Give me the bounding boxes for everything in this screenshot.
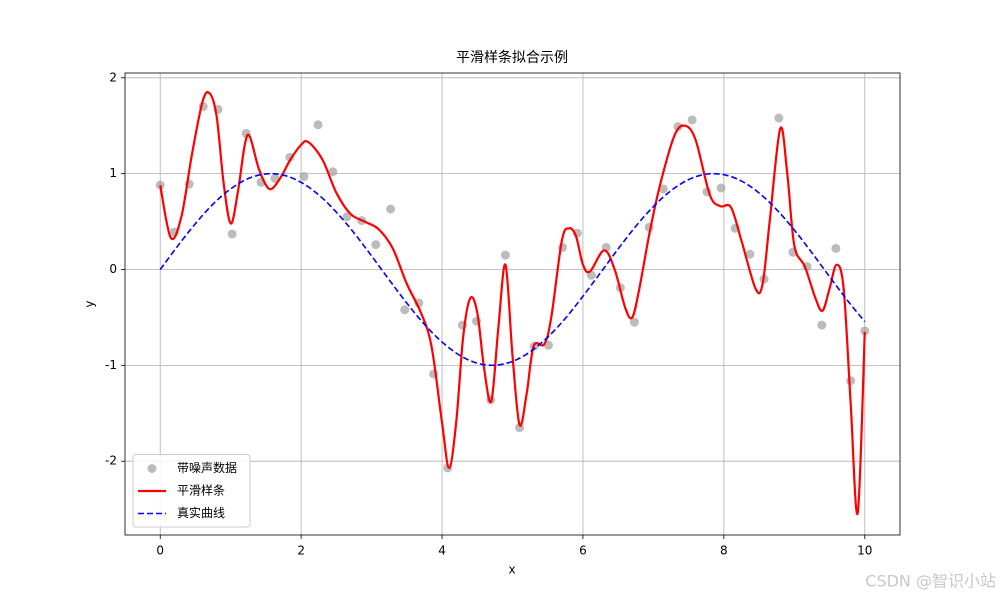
data-point — [774, 113, 784, 123]
plot-frame — [124, 72, 901, 536]
data-point — [860, 326, 870, 336]
y-axis-label: y — [83, 300, 97, 307]
data-point — [400, 305, 410, 315]
data-point — [817, 320, 827, 330]
x-tick-label: 4 — [438, 544, 446, 558]
data-point — [371, 240, 381, 250]
x-axis-label: x — [508, 563, 515, 577]
y-tick-label: -2 — [105, 454, 117, 468]
y-tick-label: 2 — [109, 70, 117, 84]
data-point — [313, 120, 323, 130]
data-point — [227, 229, 237, 239]
data-point — [342, 212, 352, 222]
data-point — [658, 184, 668, 194]
data-point — [745, 249, 755, 259]
legend-label: 带噪声数据 — [177, 460, 237, 475]
data-point — [716, 183, 726, 193]
data-point — [629, 317, 639, 327]
data-point — [500, 250, 510, 260]
x-tick-label: 0 — [156, 544, 164, 558]
data-point — [328, 167, 338, 177]
y-tick-label: -1 — [105, 358, 117, 372]
legend-marker — [147, 464, 157, 473]
y-tick-label: 1 — [109, 166, 117, 180]
watermark: CSDN @智识小站 — [865, 572, 996, 591]
true-curve — [159, 172, 866, 367]
data-point — [687, 115, 697, 125]
smooth-line — [159, 90, 866, 516]
x-tick-label: 10 — [857, 544, 872, 558]
legend-box — [132, 454, 251, 528]
data-point — [386, 204, 396, 214]
x-tick-label: 6 — [579, 544, 587, 558]
data-point — [846, 376, 856, 386]
y-tick-label: 0 — [109, 262, 117, 276]
data-point — [543, 340, 553, 350]
legend-label: 真实曲线 — [177, 505, 225, 520]
data-point — [673, 122, 683, 132]
chart-title: 平滑样条拟合示例 — [456, 49, 568, 66]
x-tick-label: 2 — [297, 544, 305, 558]
data-point — [831, 243, 841, 253]
data-point — [299, 172, 309, 182]
x-tick-label: 8 — [720, 544, 728, 558]
legend-label: 平滑样条 — [177, 483, 225, 498]
